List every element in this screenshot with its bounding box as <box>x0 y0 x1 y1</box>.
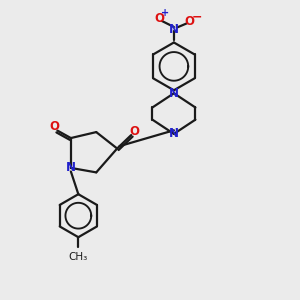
Text: −: − <box>192 10 202 23</box>
Text: +: + <box>161 8 169 18</box>
Text: CH₃: CH₃ <box>69 251 88 262</box>
Text: N: N <box>169 87 179 100</box>
Text: O: O <box>155 12 165 25</box>
Text: O: O <box>129 125 139 138</box>
Text: O: O <box>50 120 59 133</box>
Text: O: O <box>184 15 194 28</box>
Text: N: N <box>169 128 179 140</box>
Text: N: N <box>169 23 179 37</box>
Text: N: N <box>66 161 76 174</box>
